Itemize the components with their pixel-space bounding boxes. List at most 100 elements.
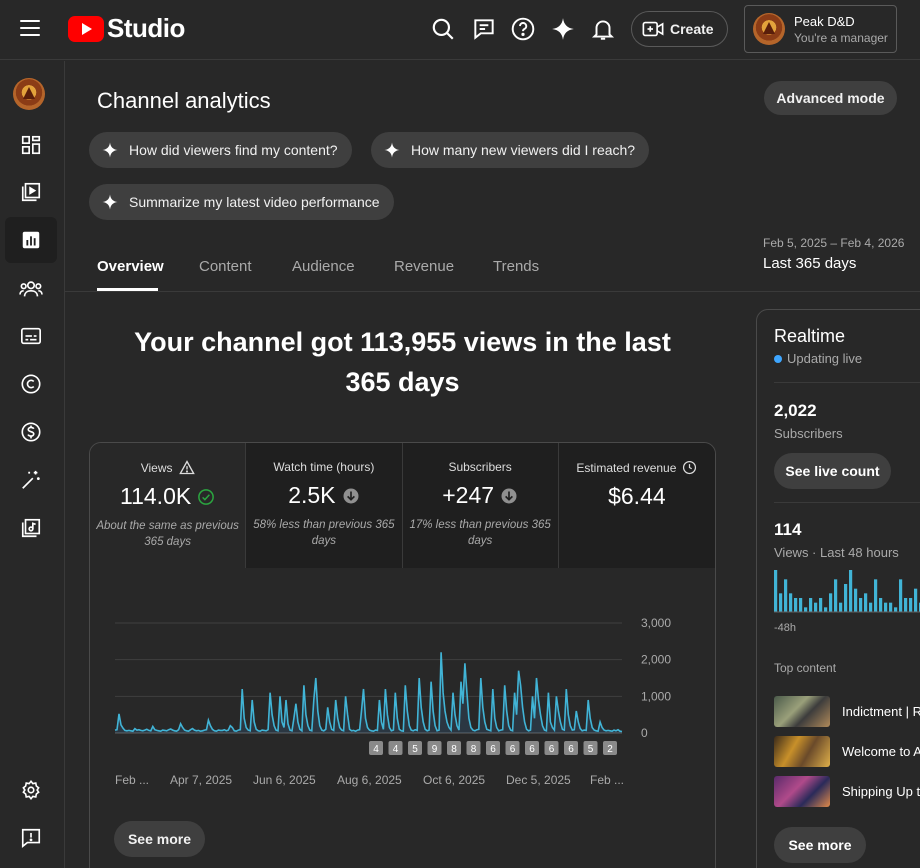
feedback-chat-icon[interactable] [471, 16, 497, 42]
tab-audience[interactable]: Audience [292, 258, 355, 275]
realtime-bar [829, 593, 833, 612]
x-tick-label: Dec 5, 2025 [506, 773, 571, 787]
video-publish-marker[interactable]: 5 [583, 741, 598, 755]
metric-value: 2.5K [288, 482, 336, 508]
prompt-chip-viewers-find[interactable]: How did viewers find my content? [89, 132, 352, 168]
video-publish-marker[interactable]: 2 [603, 741, 617, 755]
realtime-status: Updating live [774, 351, 862, 366]
video-publish-marker[interactable]: 5 [408, 741, 422, 755]
video-publish-marker[interactable]: 4 [388, 741, 403, 755]
tab-revenue[interactable]: Revenue [394, 258, 455, 275]
realtime-views-bar-chart[interactable] [774, 570, 920, 616]
account-role: You're a manager [794, 30, 888, 45]
video-publish-marker[interactable]: 9 [427, 741, 442, 755]
y-tick-label: 0 [641, 726, 648, 740]
sparkle-icon [102, 142, 118, 158]
x-tick-label: Jun 6, 2025 [253, 773, 316, 787]
views-line-chart[interactable]: 4 4 5 9 8 8 6 6 6 6 6 5 2 Feb ... Apr 7, 2025 Jun 6, 2… [90, 568, 716, 818]
metric-watch-time[interactable]: Watch time (hours) 2.5K 58% less than pr… [246, 443, 403, 568]
top-bar: Studio Create Peak D&D You're a manager [0, 0, 920, 60]
metric-revenue[interactable]: Estimated revenue $6.44 [558, 443, 715, 568]
top-content-item[interactable]: Welcome to A [774, 736, 920, 767]
realtime-subscribers-value: 2,022 [774, 401, 817, 420]
clock-icon[interactable] [682, 460, 697, 475]
prompt-chip-new-viewers[interactable]: How many new viewers did I reach? [371, 132, 650, 168]
studio-logo[interactable]: Studio [68, 13, 185, 44]
realtime-bar [789, 593, 793, 612]
prompt-chip-summarize[interactable]: Summarize my latest video performance [89, 184, 394, 220]
prompt-chip-label: How many new viewers did I reach? [411, 142, 636, 158]
advanced-mode-button[interactable]: Advanced mode [764, 81, 897, 115]
realtime-see-more-button[interactable]: See more [774, 827, 866, 863]
marker-count: 5 [412, 744, 418, 755]
video-publish-marker[interactable]: 6 [486, 741, 500, 755]
realtime-bar [834, 579, 838, 612]
realtime-bar [909, 598, 913, 612]
account-switcher[interactable]: Peak D&D You're a manager [744, 5, 897, 53]
video-publish-marker[interactable]: 6 [525, 741, 539, 755]
realtime-bar [869, 602, 873, 612]
realtime-bar [779, 593, 783, 612]
video-publish-marker[interactable]: 6 [505, 741, 520, 755]
video-publish-marker[interactable]: 6 [544, 741, 559, 755]
sidebar-item-community[interactable] [5, 266, 57, 312]
tab-overview[interactable]: Overview [97, 258, 164, 275]
top-content-item[interactable]: Indictment | R [774, 696, 920, 727]
metric-subscribers[interactable]: Subscribers +247 17% less than previous … [402, 443, 559, 568]
sidebar-item-customization[interactable] [5, 457, 57, 503]
marker-box [583, 741, 598, 755]
sidebar-channel-avatar[interactable] [13, 78, 45, 110]
sparkle-icon [102, 194, 118, 210]
help-icon[interactable] [510, 16, 536, 42]
community-icon [19, 281, 43, 297]
see-live-count-button[interactable]: See live count [774, 453, 891, 489]
sidebar-item-audio-library[interactable] [5, 505, 57, 551]
sidebar-item-content[interactable] [5, 169, 57, 215]
x-tick-label: Aug 6, 2025 [337, 773, 402, 787]
warning-icon[interactable] [178, 460, 195, 475]
tab-trends[interactable]: Trends [493, 258, 540, 275]
prompt-chip-label: Summarize my latest video performance [129, 194, 380, 210]
search-icon[interactable] [430, 16, 456, 42]
top-content-item[interactable]: Shipping Up to [774, 776, 920, 807]
sidebar-item-dashboard[interactable] [5, 122, 57, 168]
realtime-status-text: Updating live [787, 351, 863, 366]
tab-content[interactable]: Content [199, 258, 252, 275]
marker-count: 4 [393, 744, 399, 755]
sidebar-item-earn[interactable] [5, 409, 57, 455]
video-publish-marker[interactable]: 4 [369, 741, 383, 755]
notifications-bell-icon[interactable] [590, 16, 616, 42]
sidebar [0, 61, 65, 868]
metric-views[interactable]: Views 114.0K About the same as previous … [90, 443, 247, 568]
marker-box [603, 741, 617, 755]
realtime-bar [794, 598, 798, 612]
realtime-bar [849, 570, 853, 612]
sidebar-item-analytics[interactable] [5, 217, 57, 263]
date-range-selector[interactable]: Feb 5, 2025 – Feb 4, 2026 Last 365 days [763, 236, 904, 272]
realtime-bar [899, 579, 903, 612]
video-publish-marker[interactable]: 8 [466, 741, 481, 755]
video-publish-marker[interactable]: 8 [447, 741, 461, 755]
feedback-icon [21, 828, 41, 848]
divider [774, 382, 920, 383]
menu-icon[interactable] [20, 20, 40, 38]
marker-count: 6 [568, 744, 574, 755]
sidebar-item-copyright[interactable] [5, 361, 57, 407]
realtime-axis-label: -48h [774, 622, 797, 634]
sparkle-icon[interactable] [550, 16, 576, 42]
marker-count: 8 [451, 744, 457, 755]
see-more-button[interactable]: See more [114, 821, 205, 857]
sidebar-item-send-feedback[interactable] [5, 815, 57, 861]
video-publish-marker[interactable]: 6 [564, 741, 578, 755]
dashboard-icon [21, 135, 41, 155]
logo-text: Studio [107, 13, 185, 43]
sidebar-item-subtitles[interactable] [5, 313, 57, 359]
sidebar-item-settings[interactable] [5, 767, 57, 813]
create-button[interactable]: Create [631, 11, 728, 47]
copyright-icon [21, 374, 41, 394]
settings-gear-icon [22, 779, 40, 801]
marker-count: 9 [432, 744, 438, 755]
arrow-down-circle-icon [343, 488, 359, 503]
realtime-bar [904, 598, 908, 612]
x-tick-label: Feb ... [115, 773, 149, 787]
